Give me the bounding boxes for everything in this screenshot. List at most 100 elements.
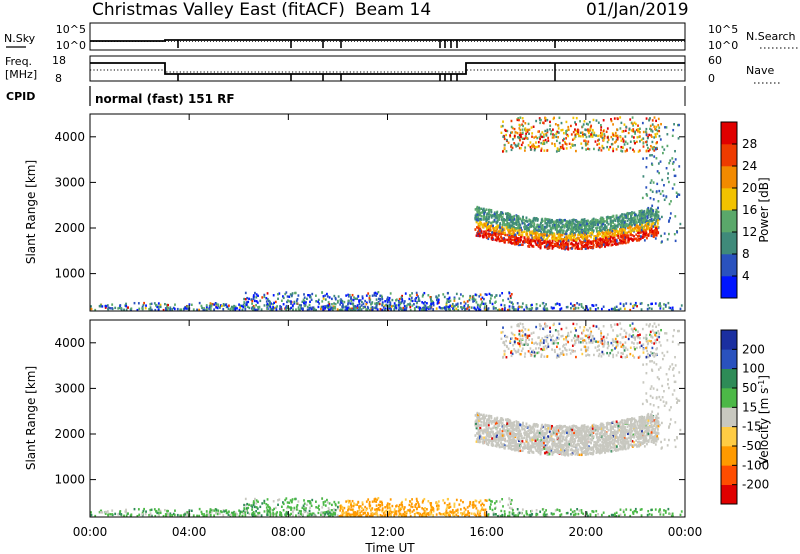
power-return: [260, 308, 263, 311]
power-return: [310, 298, 313, 302]
power-return: [630, 129, 633, 132]
power-return: [617, 145, 620, 148]
power-return: [629, 308, 632, 312]
power-return: [637, 235, 639, 238]
power-return: [649, 144, 652, 148]
power-return: [525, 232, 528, 236]
power-return: [509, 229, 512, 232]
power-return: [586, 235, 589, 239]
power-return: [499, 212, 502, 216]
power-return: [398, 301, 400, 304]
power-return: [485, 293, 488, 296]
power-return: [479, 217, 482, 221]
power-return: [615, 308, 618, 312]
power-return: [652, 181, 655, 184]
power-return: [429, 297, 432, 301]
power-return: [623, 307, 626, 311]
power-return: [571, 226, 573, 229]
power-return: [474, 298, 477, 301]
power-return: [677, 123, 679, 127]
power-return: [523, 219, 525, 222]
power-return: [551, 224, 554, 227]
power-return: [659, 305, 662, 308]
power-return: [674, 149, 676, 153]
power-return: [615, 138, 618, 142]
power-return: [548, 229, 551, 232]
power-return: [510, 293, 513, 296]
power-return: [517, 308, 520, 311]
power-return: [502, 120, 504, 123]
power-return: [598, 142, 601, 146]
power-return: [535, 226, 538, 229]
power-return: [219, 306, 221, 309]
power-return: [488, 292, 491, 296]
power-return: [503, 143, 506, 147]
power-return: [370, 308, 373, 311]
power-return: [611, 237, 614, 240]
power-return: [526, 237, 529, 240]
power-return: [404, 292, 407, 295]
power-return: [585, 243, 588, 247]
power-return: [576, 236, 579, 239]
power-return: [185, 307, 188, 310]
power-return: [604, 223, 606, 227]
power-return: [365, 301, 368, 304]
power-return: [575, 241, 577, 244]
power-return: [598, 221, 601, 225]
power-return: [125, 304, 128, 308]
power-return: [503, 231, 506, 234]
power-return: [553, 238, 555, 241]
power-return: [490, 210, 493, 214]
power-return: [616, 135, 619, 139]
power-return: [619, 225, 622, 229]
power-return: [367, 292, 370, 295]
power-return: [436, 302, 439, 305]
power-return: [341, 305, 344, 308]
power-return: [547, 221, 550, 224]
power-return: [647, 225, 650, 228]
power-return: [609, 145, 612, 149]
power-return: [600, 128, 602, 132]
power-return: [374, 302, 376, 305]
power-return: [528, 132, 530, 135]
power-return: [580, 246, 583, 249]
power-return: [377, 290, 380, 294]
power-return: [600, 216, 603, 219]
power-return: [556, 147, 559, 150]
power-return: [539, 245, 542, 248]
power-return: [518, 146, 521, 150]
power-return: [517, 226, 519, 229]
power-return: [173, 307, 176, 311]
power-return: [546, 223, 549, 227]
power-return: [252, 295, 255, 299]
power-return: [234, 307, 237, 310]
power-return: [511, 146, 514, 150]
power-return: [336, 299, 339, 303]
power-return: [510, 131, 512, 134]
power-return: [579, 235, 582, 239]
power-return: [595, 230, 598, 233]
power-return: [632, 129, 635, 133]
power-return: [610, 307, 613, 311]
power-return: [479, 214, 481, 217]
power-return: [667, 180, 670, 184]
power-return: [642, 217, 644, 220]
power-return: [253, 299, 256, 303]
power-return: [540, 218, 543, 221]
power-return: [512, 306, 515, 309]
power-return: [622, 228, 625, 231]
power-return: [481, 208, 484, 212]
power-return: [642, 137, 645, 140]
power-return: [593, 235, 596, 238]
power-return: [645, 231, 648, 235]
power-return: [599, 240, 602, 244]
power-return: [487, 229, 489, 232]
power-return: [377, 297, 380, 301]
power-return: [649, 127, 651, 131]
power-return: [165, 308, 167, 311]
power-return: [171, 308, 174, 311]
power-return: [588, 240, 590, 244]
power-return: [636, 136, 639, 139]
power-return: [615, 214, 618, 217]
